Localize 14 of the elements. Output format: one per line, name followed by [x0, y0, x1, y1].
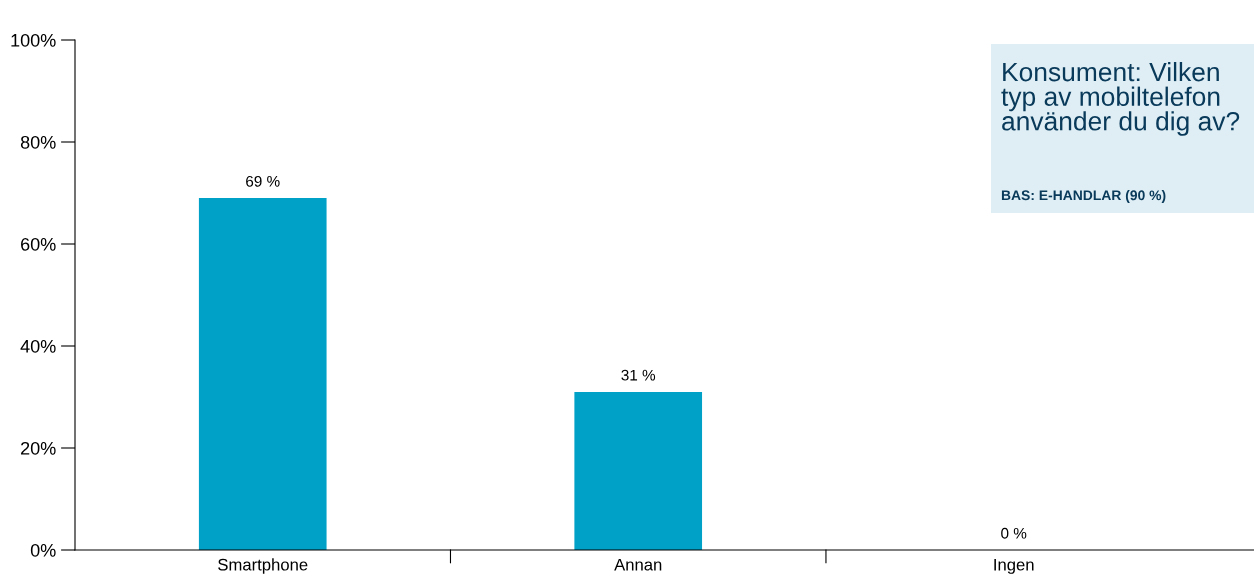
- text: BAS: E-HANDLAR (90 %): [1001, 190, 1166, 203]
- x-tick-label: Ingen: [994, 558, 1034, 574]
- y-tick-label: 0%: [30, 543, 56, 557]
- x-tick-label: Smartphone: [218, 558, 308, 574]
- data-label: 31 %: [621, 369, 656, 381]
- y-tick-label: 80%: [20, 135, 56, 149]
- y-tick-label: 60%: [21, 237, 56, 251]
- data-label: 69 %: [246, 175, 280, 187]
- y-tick-label: 100%: [11, 33, 56, 47]
- x-tick-label: Annan: [614, 558, 662, 571]
- text: Konsument: Vilken typ av mobiltelefon använder du dig av?: [1001, 62, 1240, 136]
- y-tick-label: 20%: [21, 441, 56, 455]
- y-tick-label: 40%: [20, 339, 56, 353]
- data-label: 0 %: [1001, 527, 1027, 539]
